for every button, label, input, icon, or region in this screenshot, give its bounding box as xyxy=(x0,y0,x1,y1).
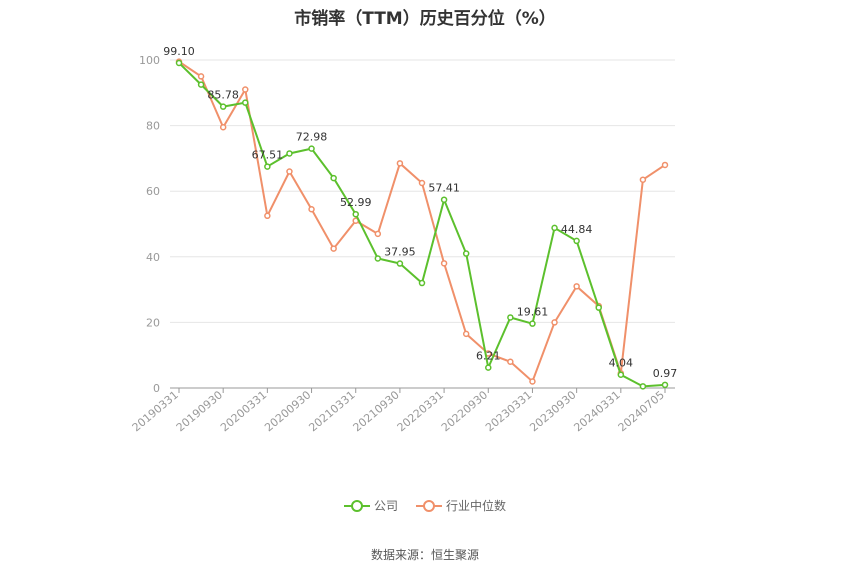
data-point-company xyxy=(219,103,227,110)
data-point-industry-median xyxy=(573,283,580,290)
x-tick-label: 20230331 xyxy=(483,388,534,434)
data-label: 4.04 xyxy=(609,357,634,370)
x-tick-label: 20240331 xyxy=(571,388,622,434)
data-point-industry-median xyxy=(330,245,337,252)
legend-line-marker-icon xyxy=(343,499,370,512)
data-point-company xyxy=(507,314,514,321)
x-tick-label: 20230930 xyxy=(527,388,578,434)
data-point-company xyxy=(617,371,625,378)
data-point-industry-median xyxy=(264,212,271,220)
x-tick-label: 20210930 xyxy=(351,388,402,434)
data-point-industry-median xyxy=(286,168,293,175)
data-label: 57.41 xyxy=(428,182,460,195)
data-point-company xyxy=(418,279,426,287)
data-point-company xyxy=(573,237,580,245)
data-point-industry-median xyxy=(242,86,249,93)
legend: 公司 行业中位数 xyxy=(0,497,850,514)
data-point-company xyxy=(396,260,404,267)
data-point-company xyxy=(330,174,337,182)
legend-label-industry-median: 行业中位数 xyxy=(446,499,507,513)
data-point-industry-median xyxy=(308,205,315,213)
x-tick-label: 20240705 xyxy=(616,388,667,434)
legend-label-company: 公司 xyxy=(373,499,398,513)
data-label: 19.61 xyxy=(517,306,549,319)
x-tick-label: 20190930 xyxy=(174,388,225,434)
data-point-industry-median xyxy=(661,161,669,169)
y-tick-label: 0 xyxy=(153,382,160,395)
data-point-industry-median xyxy=(440,260,448,267)
data-point-company xyxy=(639,383,647,390)
data-point-company xyxy=(286,150,293,157)
data-label: 85.78 xyxy=(207,89,239,102)
data-label: 37.95 xyxy=(384,246,416,259)
data-point-company xyxy=(242,99,249,106)
y-tick-label: 60 xyxy=(146,185,160,198)
legend-line-marker-icon xyxy=(416,499,442,512)
data-label: 67.51 xyxy=(252,149,284,162)
data-point-company xyxy=(374,255,382,262)
data-point-industry-median xyxy=(529,378,536,385)
data-point-industry-median xyxy=(551,319,558,326)
y-tick-label: 40 xyxy=(146,251,160,264)
x-tick-label: 20220930 xyxy=(439,388,490,434)
data-point-company xyxy=(595,304,602,311)
data-point-company xyxy=(529,320,536,327)
legend-item-company[interactable]: 公司 xyxy=(343,497,398,514)
data-point-industry-median xyxy=(507,358,514,366)
data-labels: 99.10 85.78 67.51 72.98 52.99 37.95 57.41 6.21 1… xyxy=(163,45,677,380)
data-point-industry-median xyxy=(374,230,382,238)
data-point-company xyxy=(485,364,492,371)
x-tick-label: 20200930 xyxy=(262,388,313,434)
data-point-industry-median xyxy=(197,73,205,80)
x-tick-label: 20220331 xyxy=(395,388,446,434)
y-tick-label: 80 xyxy=(146,120,160,133)
data-point-company xyxy=(352,210,359,218)
series-line-industry-median xyxy=(178,60,666,384)
y-tick-label: 100 xyxy=(139,54,160,67)
data-point-company xyxy=(551,224,558,232)
data-point-industry-median xyxy=(418,179,426,187)
data-point-industry-median xyxy=(396,160,404,167)
data-source: 数据来源：恒生聚源 xyxy=(370,548,479,562)
data-point-industry-median xyxy=(219,123,227,131)
data-point-industry-median xyxy=(462,330,470,338)
grid-lines xyxy=(170,59,675,323)
data-label: 6.21 xyxy=(476,350,501,363)
data-point-industry-median xyxy=(639,176,647,183)
axes: 0 20 40 60 80 100 2019033120190930202003312020… xyxy=(130,54,675,434)
x-tick-label: 20200331 xyxy=(218,388,269,434)
series-lines xyxy=(175,58,669,390)
x-tick-label: 20210331 xyxy=(306,388,357,434)
chart-title: 市销率（TTM）历史百分位（%） xyxy=(294,9,556,29)
data-point-company xyxy=(462,250,470,257)
data-label: 99.10 xyxy=(163,45,195,58)
data-label: 0.97 xyxy=(653,367,678,380)
data-point-company xyxy=(661,381,669,389)
x-tick-label: 20190331 xyxy=(130,388,181,434)
y-tick-label: 20 xyxy=(146,316,160,329)
data-point-company xyxy=(308,145,315,152)
data-label: 72.98 xyxy=(296,131,328,144)
data-point-company xyxy=(264,163,271,170)
data-label: 52.99 xyxy=(340,196,372,209)
data-point-company xyxy=(440,196,448,203)
data-point-company xyxy=(175,59,183,67)
data-point-company xyxy=(197,81,205,88)
data-label: 44.84 xyxy=(561,223,593,236)
legend-item-industry-median[interactable]: 行业中位数 xyxy=(416,497,506,514)
